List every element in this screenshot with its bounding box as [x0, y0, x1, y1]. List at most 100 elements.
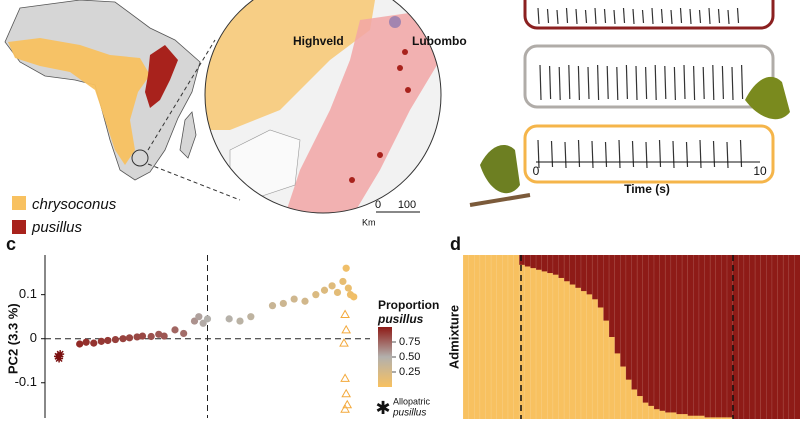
song-note	[564, 141, 567, 169]
colorbar-tick-label: 0.25	[399, 366, 420, 378]
point	[55, 354, 64, 363]
song-note	[660, 8, 664, 24]
admixture-bar	[519, 255, 525, 265]
admixture-bar	[670, 255, 677, 413]
admixture-bar	[738, 255, 745, 419]
star-key: ✱	[375, 398, 390, 418]
point	[339, 277, 347, 286]
admixture-bar	[625, 255, 632, 380]
admixture-bar	[614, 255, 621, 354]
annotation: pusillus	[392, 408, 426, 419]
point	[236, 317, 244, 325]
point	[341, 388, 352, 398]
song-note	[699, 139, 702, 169]
song-note	[641, 9, 645, 24]
legend-label: chrysoconus	[32, 196, 117, 213]
scale-unit: Km	[362, 217, 376, 227]
song-note	[698, 9, 702, 24]
song-note	[539, 64, 542, 101]
admixture-bar	[749, 255, 756, 419]
point	[350, 293, 358, 301]
admixture-bar	[783, 255, 789, 419]
song-note	[645, 141, 648, 169]
song-note	[604, 141, 608, 168]
song-note	[651, 7, 654, 25]
song-note	[537, 7, 540, 25]
point	[180, 329, 188, 338]
admixture-bar	[536, 255, 542, 270]
panel-label: c	[6, 234, 16, 254]
song-note	[664, 65, 667, 100]
point	[342, 399, 353, 409]
song-note	[717, 8, 721, 24]
colorbar-subtitle: pusillus	[377, 312, 424, 326]
song-axis-label: 10	[753, 164, 767, 178]
point	[125, 334, 134, 342]
point	[341, 324, 352, 334]
song-note	[632, 8, 635, 25]
admixture-bar	[682, 255, 688, 415]
admixture-bar	[558, 255, 565, 278]
point	[195, 313, 203, 321]
admixture-bar	[710, 255, 716, 418]
song-note	[670, 9, 673, 25]
legend-label: pusillus	[31, 219, 83, 236]
legend-swatch	[12, 220, 26, 234]
song-note	[603, 8, 607, 24]
admixture-bar	[794, 255, 800, 419]
admixture-bar	[743, 255, 750, 419]
song-note	[635, 65, 638, 101]
point	[56, 350, 65, 359]
admixture-bar	[569, 255, 576, 285]
song-note	[685, 141, 689, 168]
colorbar	[378, 327, 392, 387]
point	[199, 319, 207, 327]
colorbar-tick-label: 0.50	[399, 351, 420, 363]
y-axis-title: Admixture	[446, 305, 461, 369]
inset-map: Highveld Lubombo 0 100 Km	[204, 0, 467, 227]
point	[119, 335, 127, 343]
point	[328, 282, 336, 290]
point	[344, 284, 352, 292]
admixture-bar	[575, 255, 582, 288]
song-note	[565, 7, 569, 24]
point	[340, 404, 350, 413]
song-note	[708, 7, 711, 25]
point	[340, 373, 350, 382]
point	[279, 299, 287, 308]
admixture-bar	[541, 255, 548, 272]
song-note	[597, 64, 600, 101]
point	[76, 340, 84, 348]
admixture-bar	[788, 255, 795, 419]
song-note	[575, 8, 578, 25]
admixture-bar	[732, 255, 739, 419]
point	[160, 332, 168, 340]
point	[138, 332, 147, 340]
song-note	[618, 139, 621, 169]
admixture-bar	[715, 255, 722, 418]
song-note	[549, 65, 552, 100]
admixture-bar	[547, 255, 554, 274]
point	[147, 332, 155, 341]
song-note	[741, 64, 744, 100]
point	[190, 317, 199, 325]
song-note	[683, 64, 686, 100]
admixture-bar	[620, 255, 627, 367]
point	[82, 338, 90, 346]
song-note	[577, 65, 580, 101]
point	[333, 288, 342, 297]
admixture-bar	[704, 255, 711, 418]
point	[111, 335, 120, 344]
point	[320, 286, 329, 294]
song-axis-title: Time (s)	[624, 182, 670, 196]
admixture-bar	[771, 255, 778, 419]
scale-label: 0	[375, 199, 381, 211]
song-note	[591, 140, 594, 169]
admixture-bar	[524, 255, 531, 267]
admixture-bar	[586, 255, 593, 295]
song-note	[693, 65, 696, 101]
song-note	[645, 66, 648, 100]
song-note	[731, 66, 734, 101]
admixture-bar	[755, 255, 761, 419]
admixture-bar	[603, 255, 610, 321]
